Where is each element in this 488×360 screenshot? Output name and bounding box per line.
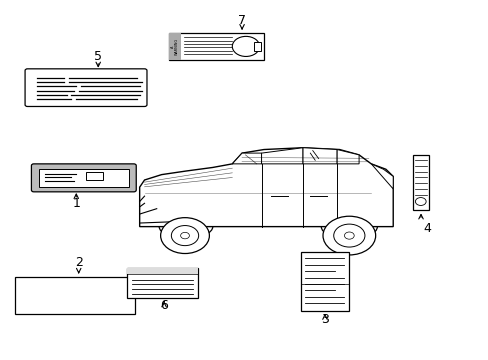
FancyBboxPatch shape (127, 268, 198, 298)
FancyBboxPatch shape (168, 33, 264, 60)
Polygon shape (261, 148, 303, 164)
FancyBboxPatch shape (86, 172, 103, 180)
FancyBboxPatch shape (31, 164, 136, 192)
FancyBboxPatch shape (168, 33, 181, 60)
FancyBboxPatch shape (15, 277, 135, 315)
FancyBboxPatch shape (254, 42, 260, 51)
Circle shape (171, 226, 198, 246)
Text: 6: 6 (160, 299, 168, 312)
Circle shape (323, 216, 375, 255)
Text: 4: 4 (423, 222, 430, 235)
Circle shape (180, 232, 189, 239)
FancyBboxPatch shape (25, 69, 147, 107)
Circle shape (415, 198, 425, 206)
Text: 5: 5 (94, 50, 102, 63)
Polygon shape (232, 153, 261, 164)
FancyBboxPatch shape (127, 268, 198, 274)
Polygon shape (303, 148, 336, 164)
Circle shape (333, 224, 364, 247)
Circle shape (232, 36, 259, 57)
Text: A
WARNING: A WARNING (170, 38, 179, 55)
FancyBboxPatch shape (412, 155, 428, 211)
Circle shape (160, 218, 209, 253)
FancyBboxPatch shape (300, 252, 348, 311)
Polygon shape (336, 149, 358, 164)
Polygon shape (370, 164, 392, 189)
Circle shape (344, 232, 353, 239)
Text: 7: 7 (238, 14, 245, 27)
Text: 1: 1 (72, 197, 80, 210)
Text: 3: 3 (320, 313, 328, 327)
Polygon shape (140, 148, 392, 226)
FancyBboxPatch shape (39, 168, 129, 187)
Text: 2: 2 (75, 256, 82, 269)
